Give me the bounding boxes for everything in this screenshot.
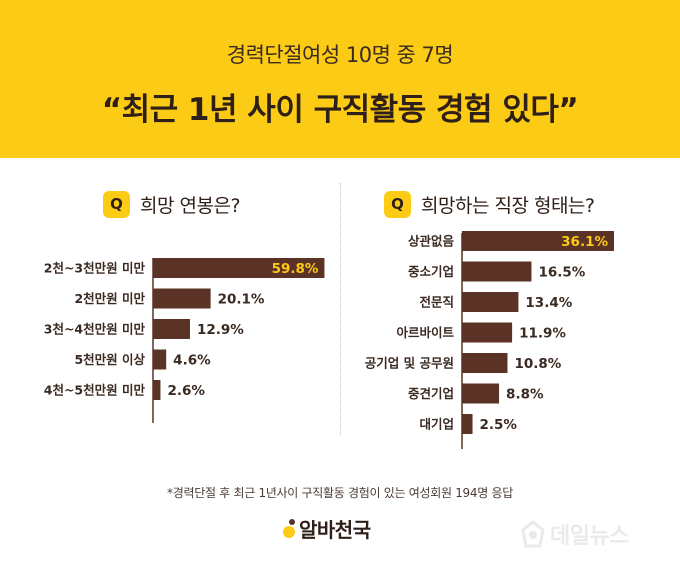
left-question-heading: Q 희망 연봉은? (103, 189, 241, 219)
chart-bar (462, 353, 508, 373)
value-label: 59.8% (272, 261, 319, 277)
value-label: 4.6% (173, 353, 211, 369)
category-label: 중견기업 (408, 386, 454, 401)
value-label: 2.6% (167, 383, 205, 399)
category-label: 상관없음 (408, 234, 455, 249)
header-subtitle: 경력단절여성 10명 중 7명 (226, 43, 454, 67)
logo-text: 알바천국 (299, 517, 371, 542)
right-question-text: 희망하는 직장 형태는? (421, 194, 595, 217)
watermark-icon (521, 520, 545, 548)
value-label: 36.1% (561, 234, 608, 250)
value-label: 10.8% (514, 356, 561, 372)
chart-bar (153, 258, 325, 278)
chart-bar (462, 383, 500, 404)
category-label: 5천만원 이상 (74, 352, 145, 367)
category-label: 3천~4천만원 미만 (44, 322, 146, 337)
q-badge-icon: Q (103, 190, 130, 218)
chart-bar (462, 231, 614, 251)
value-label: 11.9% (519, 326, 566, 342)
watermark-text: 데일뉴스 (550, 524, 629, 549)
chart-bar (153, 288, 211, 309)
albacheonguk-logo: 알바천국 (283, 512, 371, 544)
right-question-heading: Q 희망하는 직장 형태는? (384, 189, 595, 219)
value-label: 12.9% (197, 322, 244, 338)
header-banner: 경력단절여성 10명 중 7명 “최근 1년 사이 구직활동 경험 있다” (0, 0, 680, 158)
chart-bar (462, 261, 532, 282)
category-label: 4천~5천만원 미만 (44, 383, 146, 398)
value-label: 16.5% (538, 265, 585, 281)
value-label: 13.4% (525, 295, 572, 311)
category-label: 전문직 (419, 295, 454, 310)
value-label: 2.5% (480, 417, 518, 433)
chart-bar (153, 380, 161, 400)
column-divider (340, 183, 341, 435)
chart-bar (462, 322, 513, 343)
logo-mark-icon (283, 519, 295, 538)
q-badge-icon: Q (384, 190, 411, 218)
category-label: 공기업 및 공무원 (365, 356, 454, 371)
footnote: *경력단절 후 최근 1년사이 구직활동 경험이 있는 여성회원 194명 응답 (167, 486, 513, 500)
header-title: “최근 1년 사이 구직활동 경험 있다” (101, 92, 579, 128)
category-label: 중소기업 (408, 264, 454, 279)
value-label: 8.8% (506, 387, 544, 403)
chart-bar (153, 319, 190, 339)
chart-bar (153, 349, 167, 370)
chart-bar (462, 414, 473, 434)
category-label: 아르바이트 (396, 325, 454, 340)
value-label: 20.1% (218, 292, 265, 308)
category-label: 2천~3천만원 미만 (44, 261, 146, 276)
chart-bar (462, 292, 519, 312)
left-question-text: 희망 연봉은? (140, 194, 241, 217)
category-label: 대기업 (419, 417, 454, 432)
category-label: 2천만원 미만 (74, 291, 145, 306)
news-watermark: 데일뉴스 (520, 518, 629, 550)
